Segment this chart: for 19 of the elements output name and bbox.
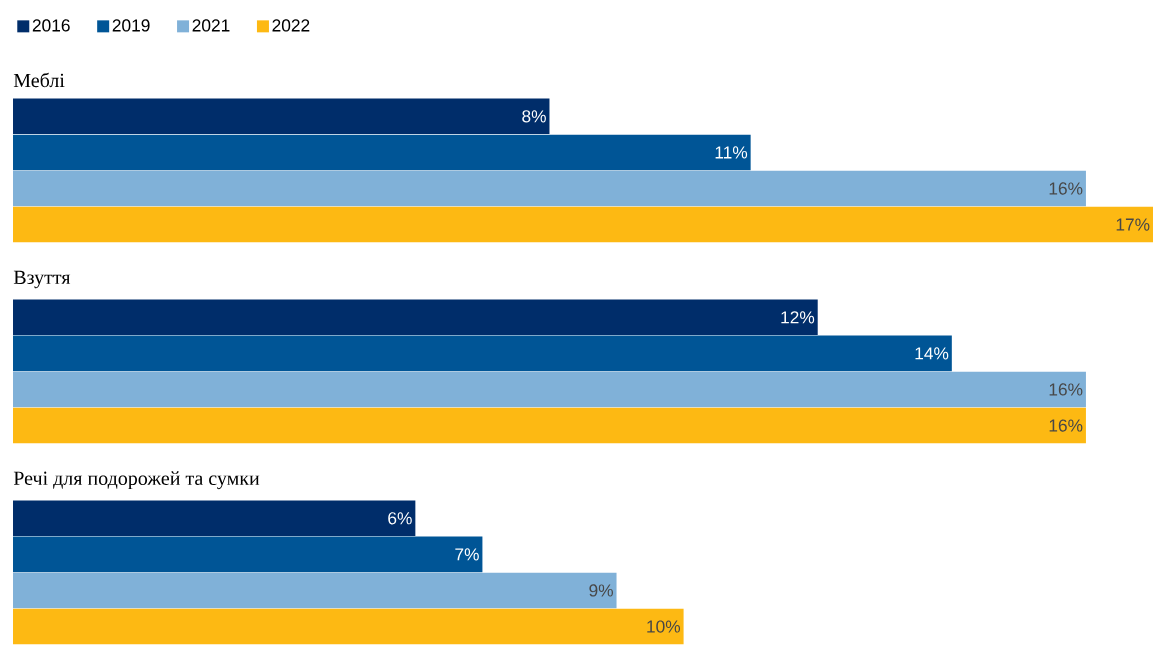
data-label: 11%	[715, 146, 748, 159]
data-label: 12%	[781, 311, 815, 324]
data-label: 16%	[1049, 419, 1083, 432]
legend-label: 2022	[272, 19, 310, 32]
data-label: 16%	[1049, 182, 1083, 195]
data-label: 14%	[915, 347, 949, 360]
legend-label: 2016	[32, 19, 70, 32]
data-label: 9%	[589, 584, 613, 597]
data-label: 17%	[1116, 218, 1150, 231]
data-label: 6%	[388, 512, 412, 525]
y-tick-label: Взуття	[13, 270, 71, 289]
data-label: 7%	[455, 548, 479, 561]
data-label: 10%	[647, 620, 681, 633]
legend-label: 2021	[192, 19, 230, 32]
data-label: 8%	[522, 110, 546, 123]
y-tick-label: Речі для подорожей та сумки	[13, 471, 260, 490]
y-tick-label: Меблі	[13, 72, 65, 88]
data-label: 16%	[1049, 383, 1083, 396]
legend-label: 2019	[112, 19, 150, 32]
